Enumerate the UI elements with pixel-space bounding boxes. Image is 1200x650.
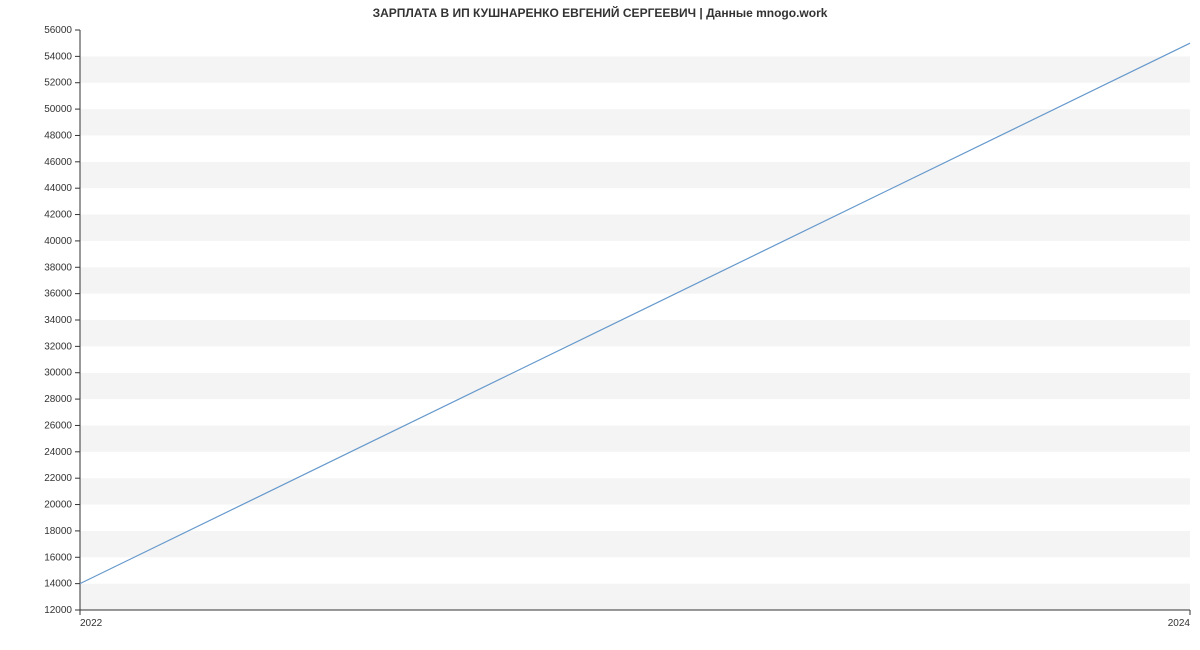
svg-text:2024: 2024 bbox=[1168, 618, 1191, 629]
svg-text:40000: 40000 bbox=[44, 236, 72, 247]
svg-text:38000: 38000 bbox=[44, 262, 72, 273]
svg-text:22000: 22000 bbox=[44, 473, 72, 484]
svg-text:26000: 26000 bbox=[44, 420, 72, 431]
svg-text:12000: 12000 bbox=[44, 605, 72, 616]
svg-text:20000: 20000 bbox=[44, 500, 72, 511]
svg-text:56000: 56000 bbox=[44, 25, 72, 36]
svg-text:44000: 44000 bbox=[44, 183, 72, 194]
svg-text:48000: 48000 bbox=[44, 130, 72, 141]
svg-text:24000: 24000 bbox=[44, 447, 72, 458]
svg-text:52000: 52000 bbox=[44, 78, 72, 89]
svg-text:18000: 18000 bbox=[44, 526, 72, 537]
svg-text:16000: 16000 bbox=[44, 552, 72, 563]
svg-text:42000: 42000 bbox=[44, 210, 72, 221]
svg-text:32000: 32000 bbox=[44, 341, 72, 352]
salary-line-chart: ЗАРПЛАТА В ИП КУШНАРЕНКО ЕВГЕНИЙ СЕРГЕЕВ… bbox=[0, 0, 1200, 650]
svg-text:50000: 50000 bbox=[44, 104, 72, 115]
svg-text:54000: 54000 bbox=[44, 51, 72, 62]
svg-text:34000: 34000 bbox=[44, 315, 72, 326]
svg-text:28000: 28000 bbox=[44, 394, 72, 405]
svg-text:14000: 14000 bbox=[44, 579, 72, 590]
svg-text:46000: 46000 bbox=[44, 157, 72, 168]
chart-svg: 12000 14000 16000 18000 20000 22000 24000 26000… bbox=[0, 0, 1200, 650]
svg-text:30000: 30000 bbox=[44, 368, 72, 379]
chart-title: ЗАРПЛАТА В ИП КУШНАРЕНКО ЕВГЕНИЙ СЕРГЕЕВ… bbox=[0, 6, 1200, 20]
svg-text:2022: 2022 bbox=[80, 618, 103, 629]
svg-text:36000: 36000 bbox=[44, 289, 72, 300]
